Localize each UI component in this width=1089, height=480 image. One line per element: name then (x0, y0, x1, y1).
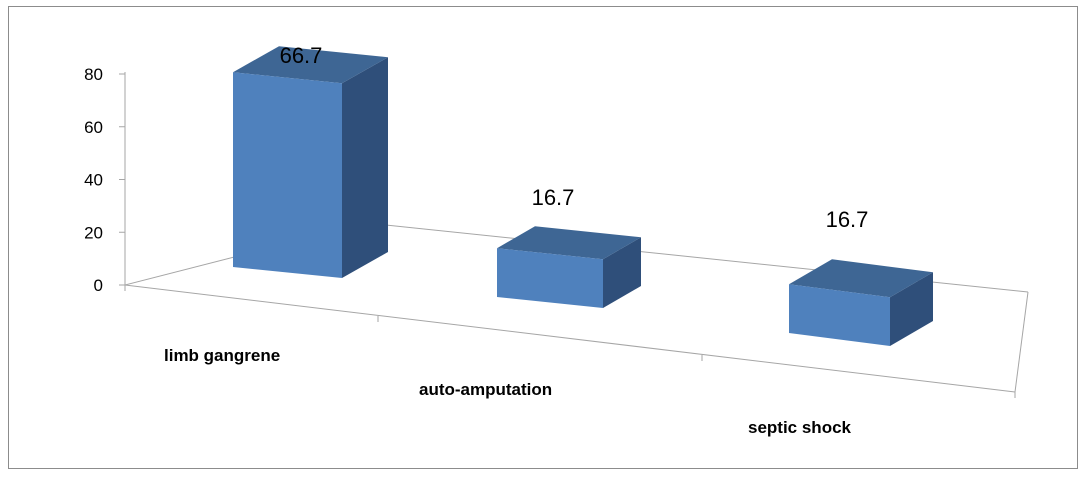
y-tick-label: 60 (84, 118, 103, 137)
category-label: auto-amputation (419, 380, 552, 399)
y-axis-ticks: 0 20 40 60 80 (84, 65, 125, 295)
category-label: septic shock (748, 418, 852, 437)
floor-right-edge (1015, 292, 1028, 392)
category-label: limb gangrene (164, 346, 280, 365)
data-label: 16.7 (532, 185, 575, 210)
bar-auto-amputation (497, 226, 641, 308)
bar-side-face (342, 57, 388, 278)
bar-series: 66.7 16.7 16.7 (233, 43, 933, 346)
y-tick-label: 20 (84, 223, 103, 242)
bar-front-face (233, 72, 342, 278)
y-tick-label: 80 (84, 65, 103, 84)
data-label: 16.7 (826, 207, 869, 232)
y-tick-label: 40 (84, 171, 103, 190)
bar-limb-gangrene (233, 46, 388, 278)
y-tick-label: 0 (94, 276, 103, 295)
bar-septic-shock (789, 259, 933, 346)
data-label: 66.7 (280, 43, 323, 68)
